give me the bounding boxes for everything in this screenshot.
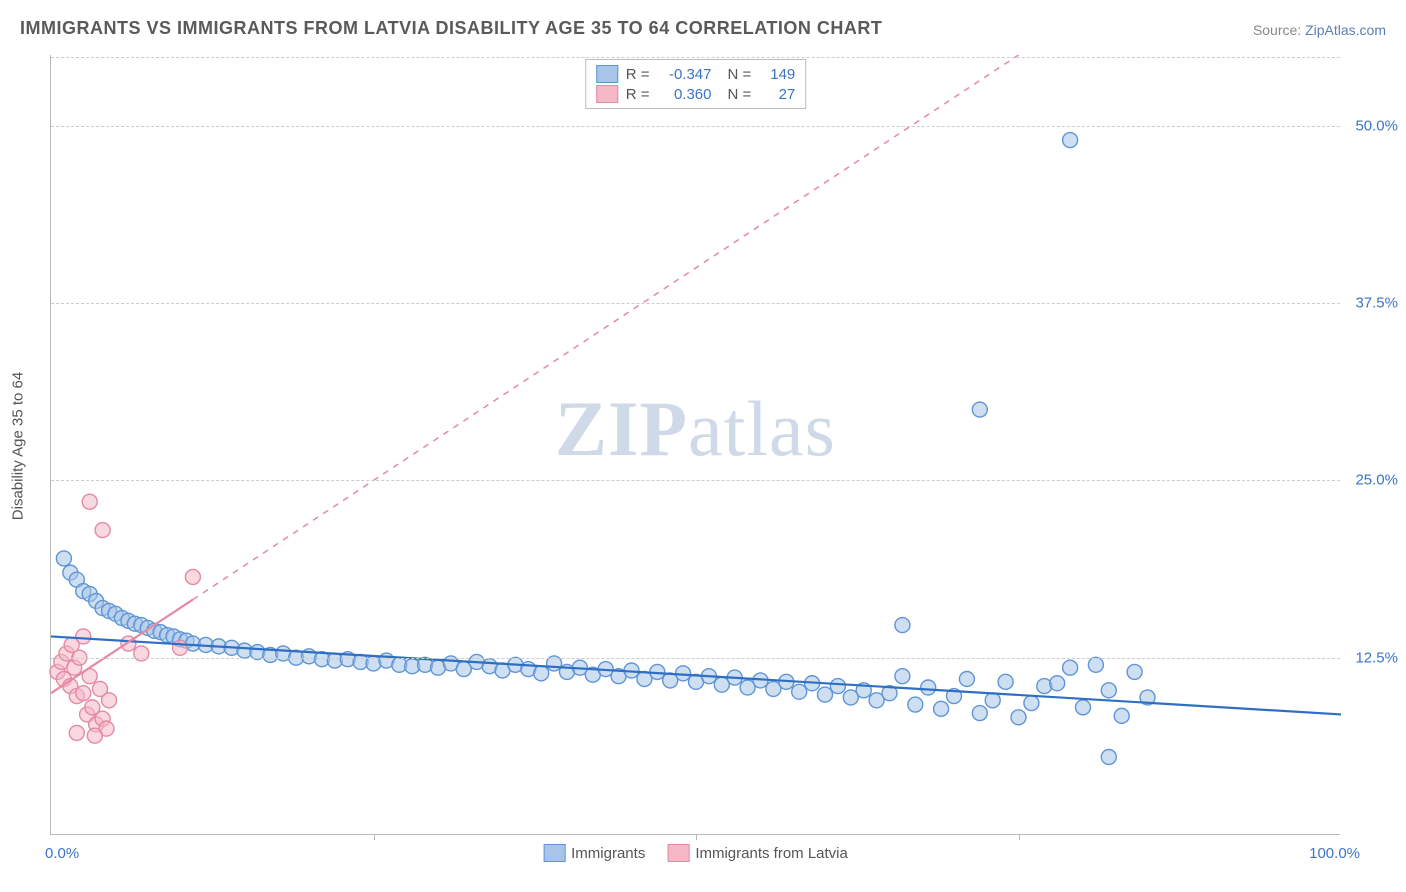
data-point — [895, 618, 910, 633]
data-point — [76, 686, 91, 701]
chart-title: IMMIGRANTS VS IMMIGRANTS FROM LATVIA DIS… — [20, 18, 882, 39]
legend-swatch — [596, 65, 618, 83]
data-point — [908, 697, 923, 712]
data-point — [134, 646, 149, 661]
bottom-legend-item: Immigrants — [543, 844, 645, 862]
x-axis-min-label: 0.0% — [45, 845, 79, 862]
data-point — [56, 551, 71, 566]
bottom-legend-label: Immigrants from Latvia — [695, 845, 848, 862]
legend-row: R = 0.360 N = 27 — [596, 84, 796, 104]
source-attribution: Source: ZipAtlas.com — [1253, 22, 1386, 38]
trend-line — [193, 55, 1019, 600]
data-point — [921, 680, 936, 695]
y-tick-label: 37.5% — [1355, 295, 1398, 312]
x-tick-mark — [1019, 834, 1020, 840]
data-point — [792, 684, 807, 699]
data-point — [185, 569, 200, 584]
data-point — [102, 693, 117, 708]
source-link[interactable]: ZipAtlas.com — [1305, 22, 1386, 38]
chart-svg — [51, 55, 1340, 834]
gridline — [51, 480, 1340, 481]
gridline — [51, 658, 1340, 659]
legend-swatch — [667, 844, 689, 862]
legend-n-label: N = — [728, 66, 752, 83]
legend-r-label: R = — [626, 66, 650, 83]
gridline — [51, 303, 1340, 304]
data-point — [1076, 700, 1091, 715]
legend-swatch — [543, 844, 565, 862]
data-point — [1088, 657, 1103, 672]
data-point — [1101, 750, 1116, 765]
y-tick-label: 12.5% — [1355, 649, 1398, 666]
data-point — [1114, 708, 1129, 723]
legend-r-value: 0.360 — [658, 86, 712, 103]
data-point — [1050, 676, 1065, 691]
data-point — [95, 523, 110, 538]
data-point — [818, 687, 833, 702]
gridline — [51, 57, 1340, 58]
data-point — [64, 637, 79, 652]
data-point — [87, 728, 102, 743]
data-point — [985, 693, 1000, 708]
data-point — [998, 674, 1013, 689]
data-point — [534, 666, 549, 681]
data-point — [830, 679, 845, 694]
source-prefix: Source: — [1253, 22, 1305, 38]
data-point — [1011, 710, 1026, 725]
legend-r-label: R = — [626, 86, 650, 103]
legend-row: R = -0.347 N = 149 — [596, 64, 796, 84]
data-point — [1101, 683, 1116, 698]
legend-n-value: 27 — [759, 86, 795, 103]
gridline — [51, 126, 1340, 127]
x-tick-mark — [374, 834, 375, 840]
trend-line — [51, 636, 1341, 714]
legend-n-value: 149 — [759, 66, 795, 83]
plot-area: ZIPatlas R =-0.347 N =149R =0.360 N =27 … — [50, 55, 1340, 835]
x-tick-mark — [696, 834, 697, 840]
data-point — [69, 725, 84, 740]
data-point — [972, 706, 987, 721]
y-axis-title: Disability Age 35 to 64 — [10, 372, 27, 520]
data-point — [934, 701, 949, 716]
series-legend: Immigrants Immigrants from Latvia — [543, 844, 848, 862]
data-point — [1063, 660, 1078, 675]
legend-swatch — [596, 85, 618, 103]
data-point — [1024, 696, 1039, 711]
x-axis-max-label: 100.0% — [1309, 845, 1360, 862]
bottom-legend-item: Immigrants from Latvia — [667, 844, 848, 862]
data-point — [959, 672, 974, 687]
y-tick-label: 25.0% — [1355, 472, 1398, 489]
y-tick-label: 50.0% — [1355, 117, 1398, 134]
bottom-legend-label: Immigrants — [571, 845, 645, 862]
data-point — [82, 494, 97, 509]
data-point — [173, 640, 188, 655]
correlation-legend: R = -0.347 N = 149 R = 0.360 N = 27 — [585, 59, 807, 109]
data-point — [1127, 664, 1142, 679]
data-point — [972, 402, 987, 417]
data-point — [1063, 133, 1078, 148]
data-point — [895, 669, 910, 684]
legend-r-value: -0.347 — [658, 66, 712, 83]
legend-n-label: N = — [728, 86, 752, 103]
